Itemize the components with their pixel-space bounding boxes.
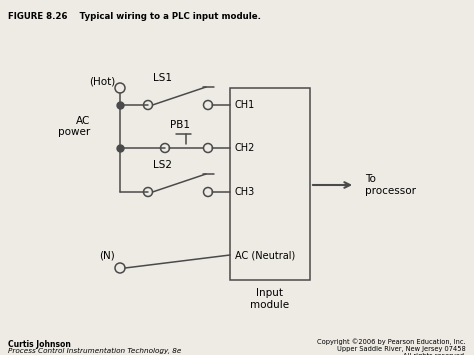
Text: LS1: LS1 — [153, 73, 172, 83]
Text: AC (Neutral): AC (Neutral) — [235, 250, 295, 260]
Text: LS2: LS2 — [153, 160, 172, 170]
Text: CH3: CH3 — [235, 187, 255, 197]
Text: AC
power: AC power — [58, 116, 90, 137]
Text: CH2: CH2 — [235, 143, 255, 153]
Bar — [230, 88, 310, 280]
Text: Copyright ©2006 by Pearson Education, Inc.
Upper Saddle River, New Jersey 07458
: Copyright ©2006 by Pearson Education, In… — [318, 338, 466, 355]
Text: (Hot): (Hot) — [89, 77, 115, 87]
Text: Input
module: Input module — [250, 288, 290, 310]
Text: PB1: PB1 — [170, 120, 190, 130]
Text: Curtis Johnson: Curtis Johnson — [8, 340, 71, 349]
Text: To
processor: To processor — [365, 174, 416, 196]
Text: (N): (N) — [99, 250, 115, 260]
Text: Process Control Instrumentation Technology, 8e: Process Control Instrumentation Technolo… — [8, 348, 182, 354]
Text: CH1: CH1 — [235, 100, 255, 110]
Text: FIGURE 8.26    Typical wiring to a PLC input module.: FIGURE 8.26 Typical wiring to a PLC inpu… — [8, 12, 261, 21]
